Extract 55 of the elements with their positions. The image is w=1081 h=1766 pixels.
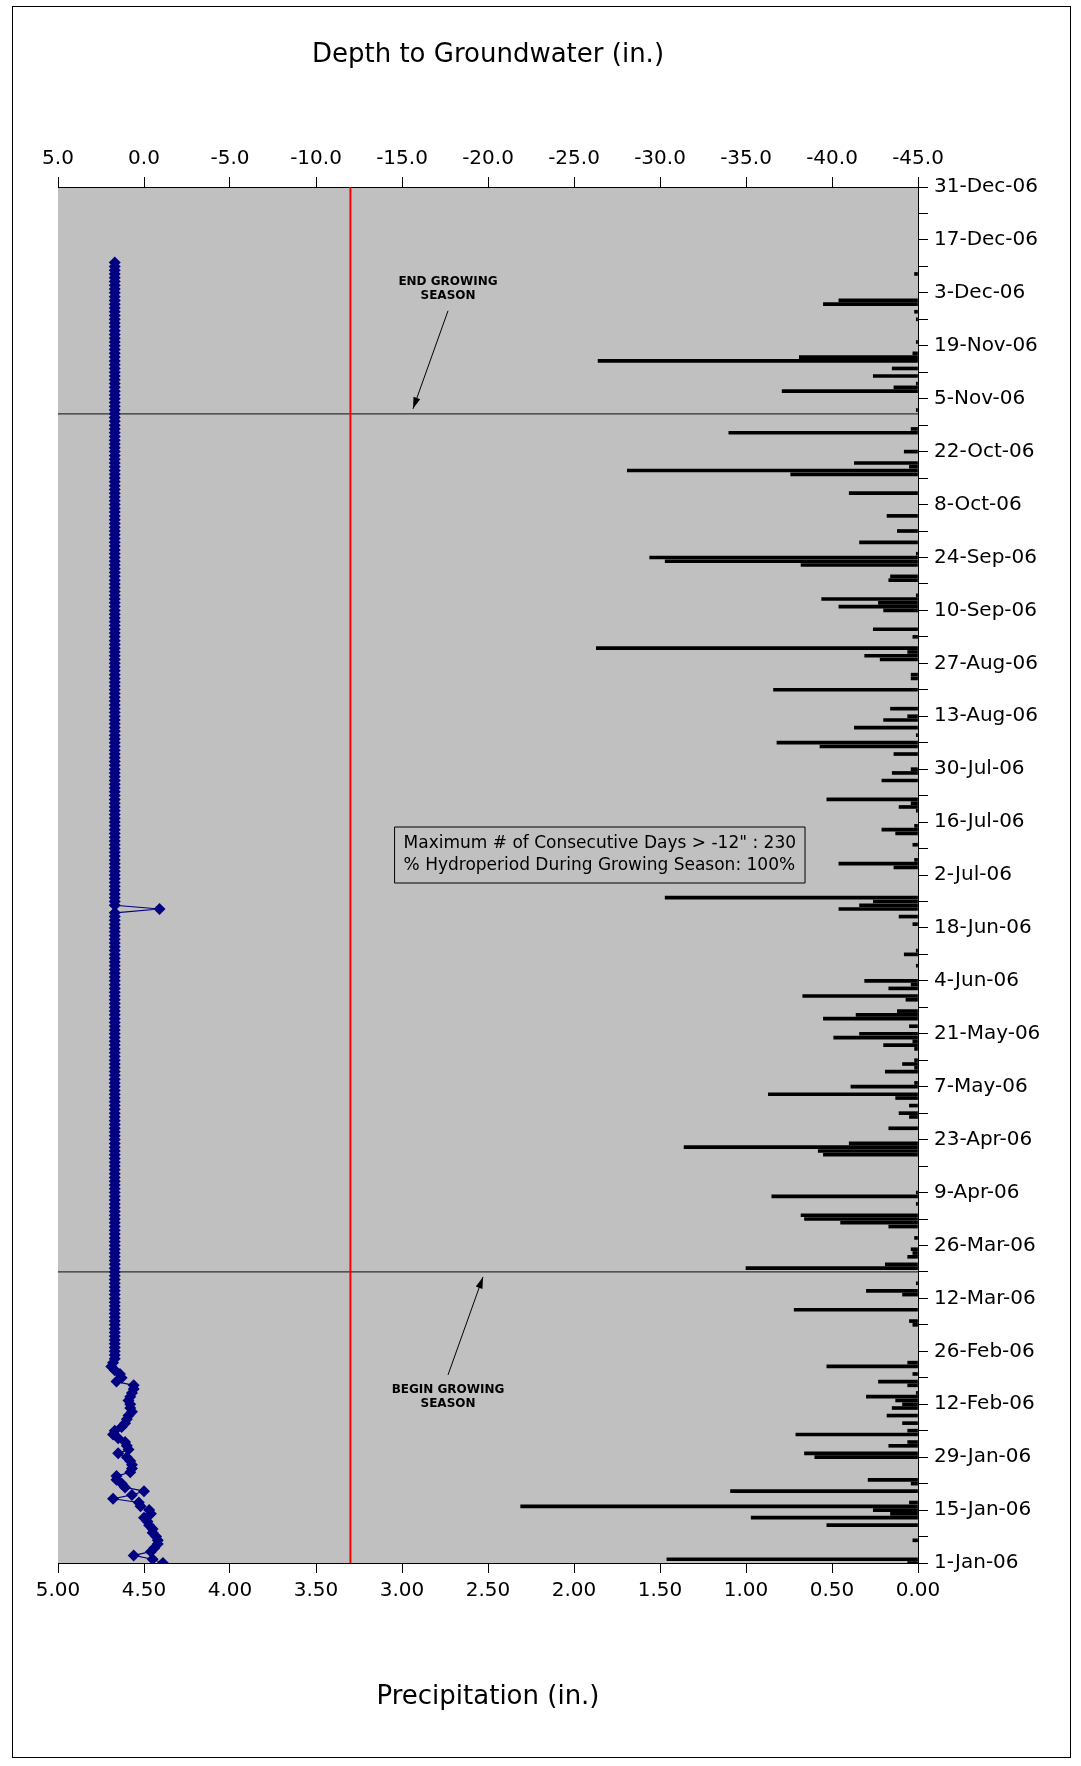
x-axis-title: Precipitation (in.) <box>376 1680 600 1711</box>
x2-tick-label: -40.0 <box>806 145 858 170</box>
x2-tick-label: -30.0 <box>634 145 686 170</box>
y-tick-label: 23-Apr-06 <box>934 1125 1033 1150</box>
x-tick-label: 1.50 <box>637 1577 683 1602</box>
annotation: % Hydroperiod During Growing Season: 100% <box>403 854 796 875</box>
y-tick-label: 1-Jan-06 <box>934 1549 1019 1574</box>
y-tick-label: 15-Jan-06 <box>934 1496 1032 1521</box>
y-tick-label: 26-Feb-06 <box>934 1337 1035 1362</box>
y-tick-label: 21-May-06 <box>934 1019 1041 1044</box>
x-tick-label: 2.50 <box>465 1577 511 1602</box>
y-tick-label: 8-Oct-06 <box>934 490 1022 515</box>
y-tick-label: 31-Dec-06 <box>934 173 1039 198</box>
y-tick-label: 5-Nov-06 <box>934 384 1026 409</box>
y-tick-label: 17-Dec-06 <box>934 226 1039 251</box>
x2-tick-label: -45.0 <box>892 145 944 170</box>
x-tick-label: 0.50 <box>809 1577 855 1602</box>
ref-line-label: BEGIN GROWING SEASON <box>391 1382 505 1411</box>
y-tick-label: 24-Sep-06 <box>934 543 1038 568</box>
annotation: Maximum # of Consecutive Days > -12" : 230 <box>403 832 797 853</box>
y-tick-label: 10-Sep-06 <box>934 596 1038 621</box>
x2-tick-label: -20.0 <box>462 145 514 170</box>
x-tick-label: 2.00 <box>551 1577 597 1602</box>
y-tick-label: 22-Oct-06 <box>934 437 1035 462</box>
x2-tick-label: -5.0 <box>210 145 250 170</box>
x2-axis-title: Depth to Groundwater (in.) <box>311 38 665 69</box>
y-tick-label: 9-Apr-06 <box>934 1178 1020 1203</box>
y-tick-label: 18-Jun-06 <box>934 914 1032 939</box>
x-tick-label: 4.50 <box>121 1577 167 1602</box>
x-tick-label: 4.00 <box>207 1577 253 1602</box>
y-tick-label: 19-Nov-06 <box>934 331 1038 356</box>
y-tick-label: 3-Dec-06 <box>934 279 1026 304</box>
y-tick-label: 7-May-06 <box>934 1072 1028 1097</box>
x2-tick-label: -35.0 <box>720 145 772 170</box>
x2-tick-label: 5.0 <box>42 145 74 170</box>
y-tick-label: 2-Jul-06 <box>934 861 1012 886</box>
x-tick-label: 0.00 <box>895 1577 941 1602</box>
x2-tick-label: -25.0 <box>548 145 600 170</box>
y-tick-label: 27-Aug-06 <box>934 649 1038 674</box>
x-tick-label: 1.00 <box>723 1577 769 1602</box>
y-tick-label: 29-Jan-06 <box>934 1443 1032 1468</box>
y-tick-label: 26-Mar-06 <box>934 1231 1036 1256</box>
y-tick-label: 4-Jun-06 <box>934 967 1019 992</box>
ref-line-label: END GROWING SEASON <box>398 273 498 302</box>
x2-tick-label: -15.0 <box>376 145 428 170</box>
x-tick-label: 3.00 <box>379 1577 425 1602</box>
y-tick-label: 12-Feb-06 <box>934 1390 1035 1415</box>
y-tick-label: 13-Aug-06 <box>934 702 1038 727</box>
x2-tick-label: -10.0 <box>290 145 342 170</box>
y-tick-label: 30-Jul-06 <box>934 755 1025 780</box>
x-tick-label: 5.00 <box>35 1577 81 1602</box>
x-tick-label: 3.50 <box>293 1577 339 1602</box>
y-tick-label: 16-Jul-06 <box>934 808 1025 833</box>
y-tick-label: 12-Mar-06 <box>934 1284 1036 1309</box>
x2-tick-label: 0.0 <box>128 145 160 170</box>
